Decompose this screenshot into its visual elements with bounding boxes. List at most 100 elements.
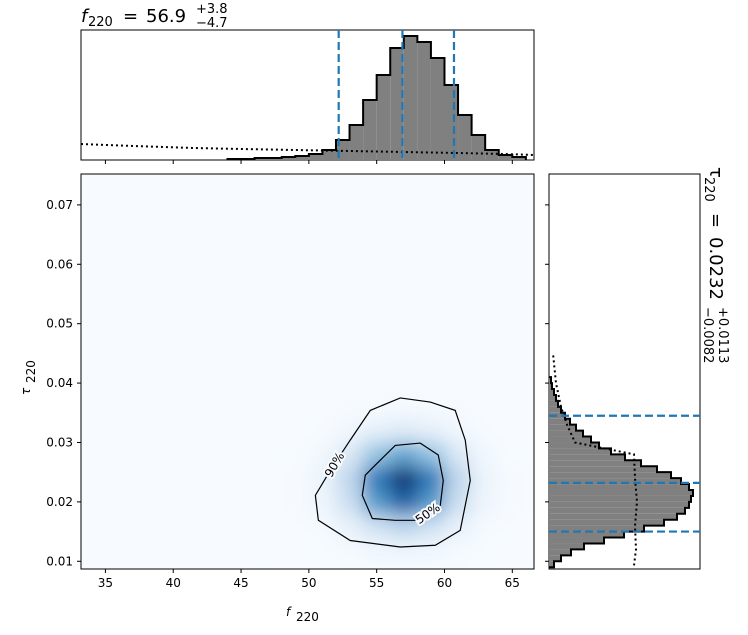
x-tick-label: 35 [98, 576, 113, 590]
heat-cell [498, 490, 527, 515]
hist-bar [549, 472, 671, 479]
label-subscript: 220 [296, 610, 319, 624]
hist-bar [363, 100, 377, 160]
hist-bar [549, 436, 591, 443]
hist-bar [417, 42, 431, 160]
title-upper: +0.0113 [715, 307, 730, 363]
hist-bar [549, 430, 583, 437]
hist-bar [549, 513, 677, 520]
heat-cell [335, 418, 364, 443]
hist-bar [281, 157, 296, 160]
hist-bar [549, 543, 584, 550]
heat-cell [363, 466, 391, 491]
x-tick-label: 50 [301, 576, 316, 590]
heat-cell [308, 490, 337, 515]
hist-bar [549, 478, 681, 485]
hist-bar [485, 150, 499, 160]
heat-cell [417, 418, 445, 443]
hist-bar [549, 400, 558, 407]
y-axis-label: τ 220 [19, 360, 38, 395]
hist-bar [549, 549, 571, 556]
y-tick-label: 0.01 [46, 554, 73, 568]
x-tick-label: 65 [505, 576, 520, 590]
title-equals: = [123, 6, 138, 27]
title-subscript: 220 [701, 177, 716, 202]
hist-bar [549, 406, 561, 413]
hist-bar [512, 157, 526, 160]
label-subscript: 220 [24, 360, 38, 383]
heat-cell [281, 394, 310, 420]
title-symbol: f [81, 6, 90, 27]
title-value: 56.9 [146, 6, 186, 27]
hist-bar [549, 525, 644, 532]
heat-cell [498, 394, 527, 420]
hist-bar [549, 448, 611, 455]
heat-cell [308, 466, 337, 491]
title-symbol: τ [705, 167, 726, 178]
heat-cell [390, 466, 418, 491]
hist-bar [549, 490, 693, 496]
heat-cell [444, 394, 473, 420]
heat-cell [390, 490, 418, 515]
y-tick-label: 0.07 [46, 198, 73, 212]
title-lower: −0.0082 [700, 307, 715, 363]
heat-cell [308, 537, 337, 562]
hist-bar [549, 389, 554, 395]
title-subscript: 220 [88, 15, 113, 30]
hist-bar [549, 519, 664, 526]
label-symbol: τ [19, 387, 33, 395]
x-tick-label: 45 [233, 576, 248, 590]
heat-cell [498, 537, 527, 562]
title-equals: = [705, 213, 726, 228]
heat-cell [444, 418, 473, 443]
prior-line [80, 143, 535, 156]
heat-cell [417, 394, 445, 420]
heat-cell [308, 418, 337, 443]
heat-cell [281, 537, 310, 562]
contour [314, 397, 471, 548]
title-upper: +3.8 [196, 2, 228, 17]
title-lower: −4.7 [196, 16, 228, 31]
title-x: f 220 = 56.9 +3.8 −4.7 [81, 2, 228, 31]
hist-bar [549, 466, 657, 473]
hist-outline [226, 35, 527, 160]
heat-cell [498, 418, 527, 443]
heat-cell [390, 537, 418, 562]
hist-bar [549, 531, 624, 538]
heat-cell [308, 394, 337, 420]
heat-cell [498, 466, 527, 491]
heatmap [281, 394, 527, 562]
hist-bar [349, 125, 364, 160]
heat-cell [444, 513, 473, 539]
hist-bar [549, 442, 599, 449]
heat-cell [281, 490, 310, 515]
x-tick-label: 55 [369, 576, 384, 590]
hist-bar [549, 383, 552, 390]
heat-cell [471, 466, 500, 491]
hist-bar [549, 495, 691, 502]
hist-bar [458, 115, 472, 160]
heat-cell [335, 466, 364, 491]
heat-cell [281, 466, 310, 491]
right-frame [548, 173, 701, 570]
hist-bar [295, 156, 309, 160]
heat-cell [417, 513, 445, 539]
hist-bar [471, 135, 486, 160]
heat-cell [363, 418, 391, 443]
heat-cell [363, 490, 391, 515]
heat-cell [308, 442, 337, 467]
heat-cell [363, 537, 391, 562]
hist-bar [549, 507, 685, 514]
y-tick-label: 0.05 [46, 317, 73, 331]
heat-cell [281, 513, 310, 539]
main-frame [80, 173, 535, 570]
x-tick-label: 60 [437, 576, 452, 590]
hist-bar [444, 85, 459, 160]
heat-cell [444, 537, 473, 562]
heat-cell [498, 442, 527, 467]
title-y: τ 220 = 0.0232 +0.0113 −0.0082 [700, 167, 730, 363]
hist-bar [549, 537, 604, 544]
heat-cell [498, 513, 527, 539]
x-tick-label: 40 [166, 576, 181, 590]
hist-bar [549, 555, 561, 562]
